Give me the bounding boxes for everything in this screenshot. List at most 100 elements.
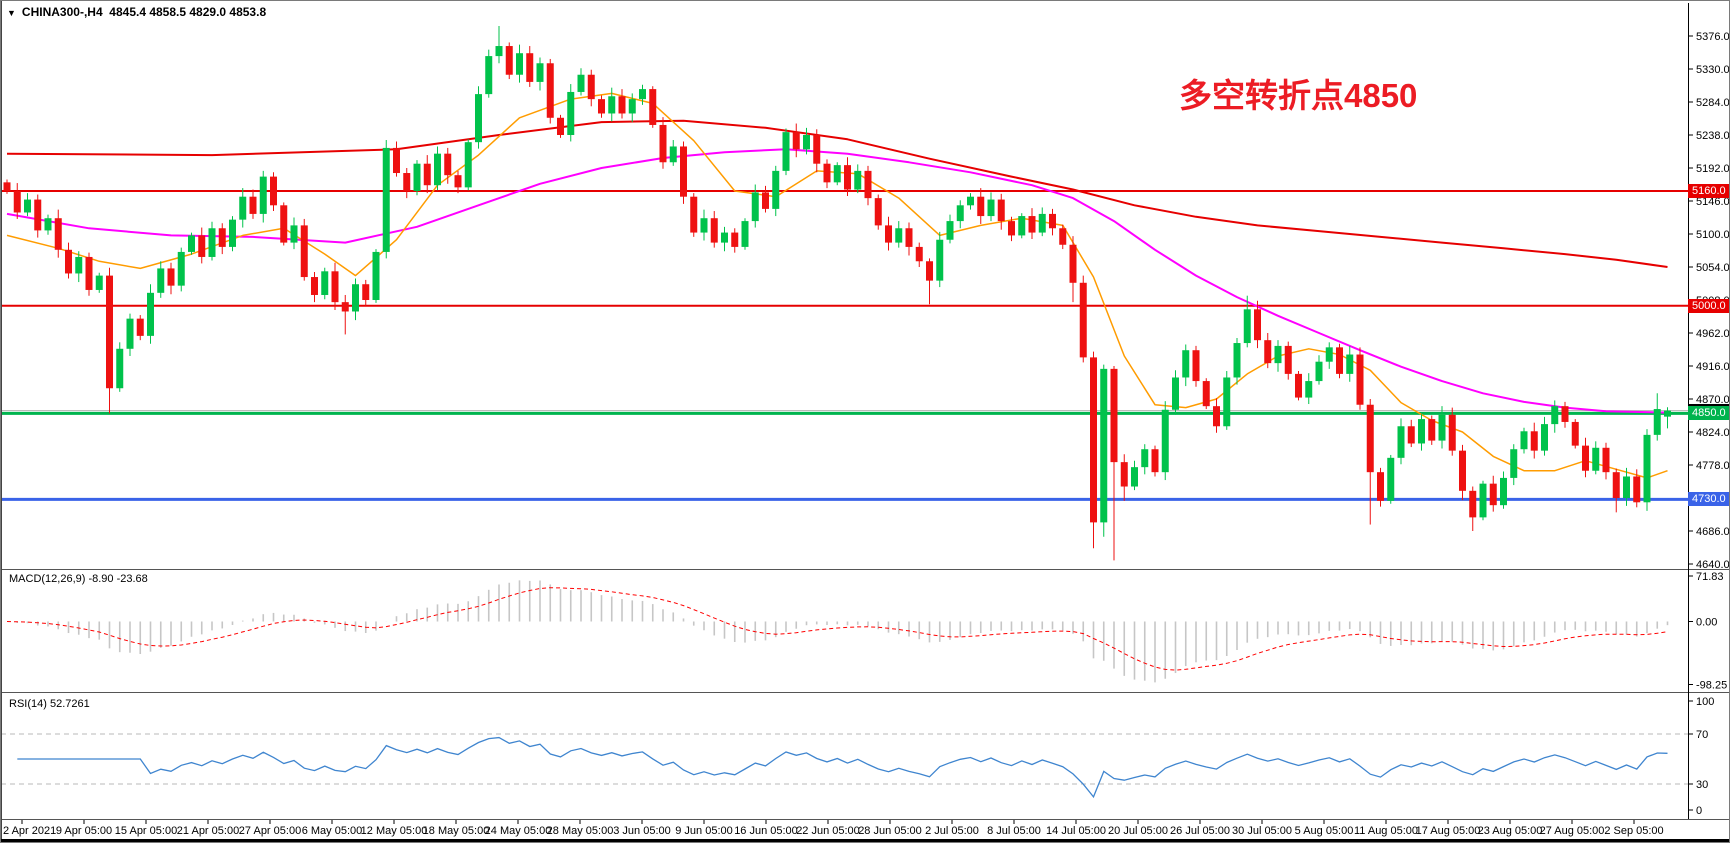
candle-body (1428, 419, 1436, 441)
time-axis-label: 27 Aug 05:00 (1540, 825, 1605, 837)
rsi-line (17, 736, 1668, 799)
candle-body (649, 89, 657, 125)
candle-body (1295, 373, 1302, 398)
candle-body (1530, 431, 1538, 451)
candle-body (1397, 426, 1405, 458)
price-axis: 5376.0 5330.0 5284.0 5238.0 5192.0 5146.0 5100… (1688, 31, 1730, 571)
candle-body (454, 175, 462, 188)
candle-body (1500, 477, 1507, 506)
time-axis-label: 23 Aug 05:00 (1478, 825, 1543, 837)
candle-body (259, 176, 267, 214)
candle-body (936, 239, 944, 281)
candle-body (362, 284, 370, 300)
price-axis-label: 5238.0 (1696, 130, 1730, 142)
candle-body (1274, 345, 1282, 364)
window-bottom-border (1, 839, 1729, 842)
symbol-dropdown-icon[interactable]: ▼ (7, 8, 16, 18)
candle-body (1213, 406, 1220, 427)
candle-body (1243, 309, 1251, 344)
candle-body (546, 63, 554, 118)
symbol-timeframe: CHINA300-,H4 (21, 5, 103, 19)
candle-body (167, 268, 175, 286)
candle-body (567, 91, 575, 135)
hline-badge-5000: 5000.0 (1688, 298, 1729, 313)
macd-panel: 71.83 0.00 -98.25 (6, 571, 1727, 692)
candle-body (44, 218, 52, 231)
candle-body (1049, 213, 1056, 229)
hline-badge-5160: 5160.0 (1688, 183, 1729, 198)
candle-body (516, 53, 523, 75)
candle-body (485, 56, 493, 95)
candle-body (75, 256, 83, 274)
ma-fast (6, 92, 1668, 479)
rsi-panel: 100 70 30 0 (1, 696, 1714, 817)
candle-body (95, 275, 103, 290)
candle-body (895, 228, 903, 243)
candle-body (239, 196, 247, 220)
candle-body (1602, 447, 1610, 473)
candle-body (136, 318, 144, 336)
time-axis-label: 2 Sep 05:00 (1604, 825, 1663, 837)
candle-body (639, 89, 646, 100)
candles (3, 25, 1671, 561)
candle-body (1479, 483, 1487, 518)
candle-body (85, 256, 93, 290)
price-axis-label: 4916.0 (1696, 361, 1730, 373)
price-axis-label: 4870.0 (1696, 394, 1730, 406)
candle-body (1448, 414, 1456, 451)
price-axis-label: 5146.0 (1696, 196, 1730, 208)
candle-body (1664, 410, 1671, 417)
candle-body (1141, 449, 1149, 468)
time-axis-label: 22 Jun 05:00 (796, 825, 860, 837)
candle-body (413, 163, 421, 191)
candle-body (1418, 419, 1425, 444)
candle-body (54, 218, 62, 250)
candle-body (1018, 216, 1026, 236)
candle-body (608, 96, 616, 114)
candle-body (731, 232, 739, 247)
candle-body (926, 261, 933, 281)
horizontal-lines (1, 189, 1688, 501)
time-axis-label: 20 Jul 05:00 (1108, 825, 1168, 837)
time-axis-label: 15 Apr 05:00 (115, 825, 177, 837)
time-axis-label: 26 Jul 05:00 (1170, 825, 1230, 837)
candle-body (1182, 350, 1190, 378)
candle-body (1223, 377, 1231, 427)
candle-body (300, 225, 308, 278)
candle-body (1387, 457, 1395, 501)
candle-body (946, 221, 954, 240)
candle-body (1090, 357, 1097, 523)
candle-body (393, 147, 400, 174)
candle-body (1151, 449, 1159, 473)
time-axis-label: 9 Apr 05:00 (56, 825, 112, 837)
candle-body (475, 94, 482, 143)
candle-body (1643, 434, 1651, 503)
candle-body (1161, 409, 1169, 473)
candle-body (1377, 472, 1384, 501)
candle-body (464, 142, 472, 188)
candle-body (628, 99, 636, 114)
candle-body (977, 196, 985, 217)
candle-body (147, 292, 154, 336)
candle-body (1653, 409, 1661, 435)
candle-body (177, 251, 185, 286)
candle-body (854, 170, 862, 190)
time-axis-label: 9 Jun 05:00 (675, 825, 733, 837)
macd-indicator-label: MACD(12,26,9) -8.90 -23.68 (9, 573, 148, 585)
candle-body (823, 163, 831, 183)
candle-body (751, 192, 759, 222)
time-axis-label: 5 Aug 05:00 (1295, 825, 1354, 837)
candle-body (1336, 347, 1343, 374)
candle-body (352, 284, 359, 312)
candle-body (434, 153, 441, 186)
moving-averages (6, 92, 1668, 479)
price-axis-label: 5330.0 (1696, 64, 1730, 76)
candle-body (885, 225, 892, 243)
candle-body (403, 173, 411, 191)
candle-body (700, 218, 708, 233)
candle-body (1192, 350, 1200, 382)
candle-body (915, 246, 923, 262)
time-axis-label: 6 May 05:00 (302, 825, 363, 837)
rsi-axis-label: 0 (1696, 805, 1702, 817)
